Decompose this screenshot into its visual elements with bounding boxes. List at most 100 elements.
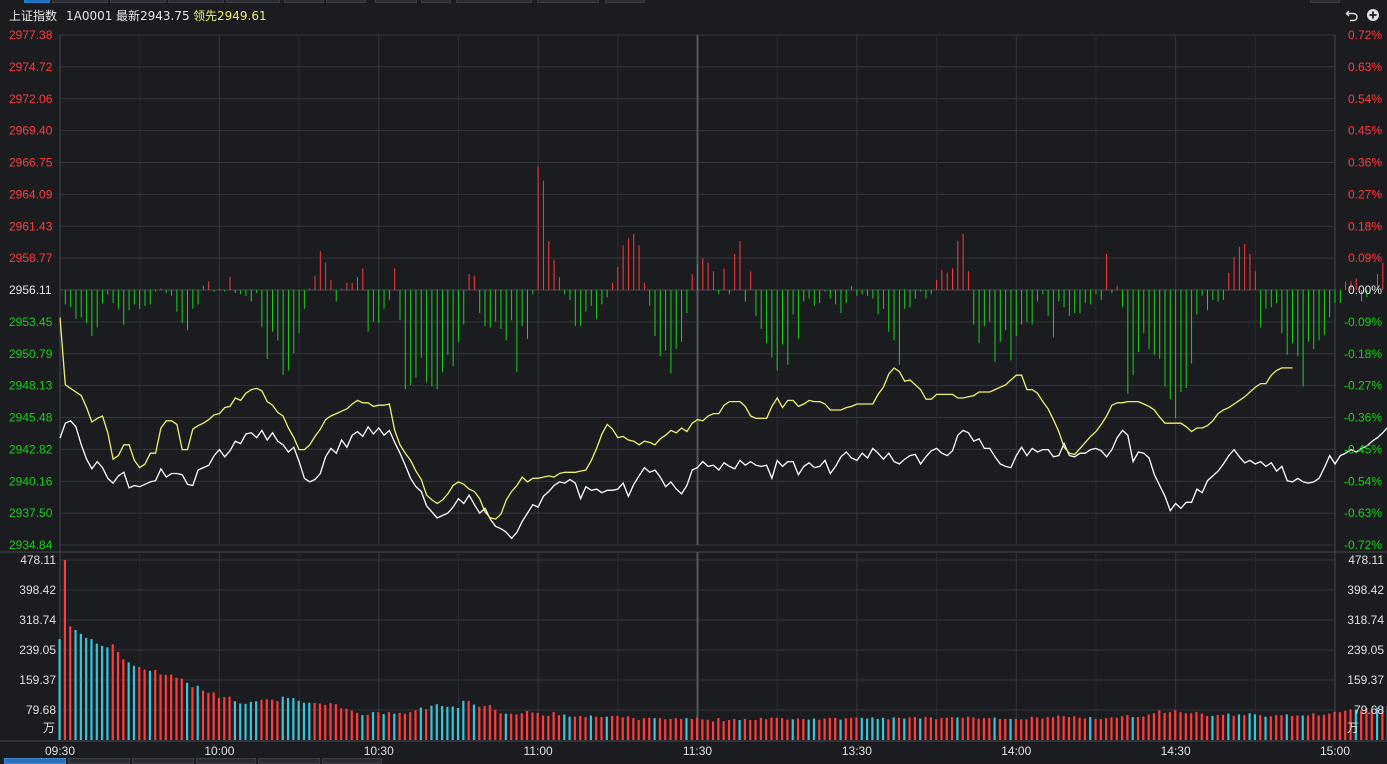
volume-tick-right: 239.05 [1347, 643, 1384, 657]
volume-bar [1354, 709, 1357, 740]
toolbar-tab[interactable] [537, 0, 599, 3]
volume-bar [191, 687, 194, 740]
volume-bar [584, 717, 587, 740]
volume-bar [547, 715, 550, 740]
volume-bar [706, 719, 709, 740]
volume-bars [58, 560, 1387, 740]
toolbar-tab[interactable] [375, 0, 417, 3]
y-tick-left: 2977.38 [9, 28, 53, 42]
zoom-in-icon[interactable] [1366, 8, 1380, 22]
toolbar-tab[interactable] [168, 0, 224, 3]
volume-bar [1174, 710, 1177, 740]
bottom-tab[interactable] [322, 758, 382, 764]
volume-bar [1269, 716, 1272, 740]
toolbar-tab[interactable] [326, 0, 366, 3]
toolbar-tab-active[interactable] [24, 0, 50, 3]
volume-bar [271, 699, 274, 740]
volume-bar [483, 706, 486, 740]
volume-bar [749, 720, 752, 740]
bottom-tab-active[interactable] [4, 758, 66, 764]
volume-bar [387, 712, 391, 740]
volume-bar [727, 720, 731, 740]
volume-bar [1163, 712, 1166, 740]
volume-bar [871, 717, 874, 740]
volume-bar [340, 708, 343, 740]
volume-bar [1004, 718, 1007, 740]
volume-bar [711, 721, 715, 740]
y-tick-right: -0.09% [1344, 315, 1382, 329]
y-tick-left: 2958.77 [9, 251, 53, 265]
volume-bar [770, 717, 773, 740]
volume-bar [308, 702, 311, 740]
index-code: 1A0001 [66, 9, 113, 23]
volume-bar [1083, 718, 1087, 740]
volume-tick-right: 398.42 [1347, 583, 1384, 597]
toolbar-tab[interactable] [226, 0, 280, 3]
volume-bar [881, 717, 885, 740]
undo-icon[interactable] [1345, 8, 1359, 22]
volume-bar [1211, 715, 1214, 740]
volume-bar [1078, 717, 1081, 740]
volume-bar [419, 707, 422, 740]
volume-bar [1216, 715, 1219, 740]
bottom-tab[interactable] [196, 758, 256, 764]
volume-bar [717, 718, 720, 740]
volume-bar [743, 718, 747, 740]
volume-bar [998, 718, 1002, 740]
bottom-tab[interactable] [132, 758, 194, 764]
y-tick-right: 0.45% [1348, 124, 1382, 138]
y-tick-right: -0.54% [1344, 474, 1382, 488]
volume-bar [536, 712, 539, 740]
volume-bar [1200, 713, 1203, 740]
x-tick: 11:00 [524, 744, 553, 758]
volume-bar [616, 715, 619, 740]
volume-bar [897, 717, 901, 740]
volume-bar [1147, 714, 1150, 740]
volume-bar [430, 705, 433, 740]
toolbar-tab[interactable] [52, 0, 108, 3]
leading-line [59, 317, 1293, 520]
volume-bar [626, 716, 630, 740]
volume-bar [945, 717, 948, 740]
volume-bar [1020, 719, 1023, 740]
chart-header: 上证指数 1A0001 最新2943.75 领先2949.61 [0, 5, 1387, 27]
y-tick-right: 0.09% [1348, 251, 1382, 265]
toolbar-tab[interactable] [421, 0, 451, 3]
volume-bar [292, 698, 295, 740]
volume-bar [143, 669, 146, 740]
toolbar-tab[interactable] [284, 0, 324, 3]
volume-bar [196, 685, 199, 740]
volume-bar [239, 703, 242, 740]
volume-bar [908, 717, 911, 740]
volume-bar [802, 718, 805, 740]
volume-bar [738, 720, 741, 740]
toolbar-tab[interactable] [605, 0, 645, 3]
bottom-tab[interactable] [258, 758, 320, 764]
y-tick-right: -0.36% [1344, 411, 1382, 425]
volume-bar [972, 717, 975, 740]
y-tick-right: 0.18% [1348, 219, 1382, 233]
toolbar-tab[interactable] [456, 0, 532, 3]
volume-bar [462, 700, 465, 740]
volume-bar [249, 701, 252, 740]
y-tick-right: 0.63% [1348, 60, 1382, 74]
volume-bar [504, 713, 507, 740]
volume-bar [409, 712, 412, 740]
volume-bar [1036, 717, 1039, 740]
volume-bar [1158, 710, 1161, 740]
bottom-tab[interactable] [68, 758, 130, 764]
volume-bar [90, 639, 93, 740]
volume-bar [276, 701, 279, 740]
toolbar-tab[interactable] [1310, 0, 1340, 3]
y-tick-right: -0.18% [1344, 347, 1382, 361]
volume-bar [297, 700, 300, 740]
volume-bar [1142, 716, 1145, 740]
volume-bar [1232, 715, 1235, 740]
y-tick-left: 2974.72 [9, 60, 53, 74]
toolbar-tab[interactable] [110, 0, 166, 3]
volume-bar [233, 701, 237, 740]
leading-index: 领先2949.61 [193, 9, 267, 23]
volume-bar [839, 719, 842, 740]
volume-bar [1365, 708, 1368, 740]
